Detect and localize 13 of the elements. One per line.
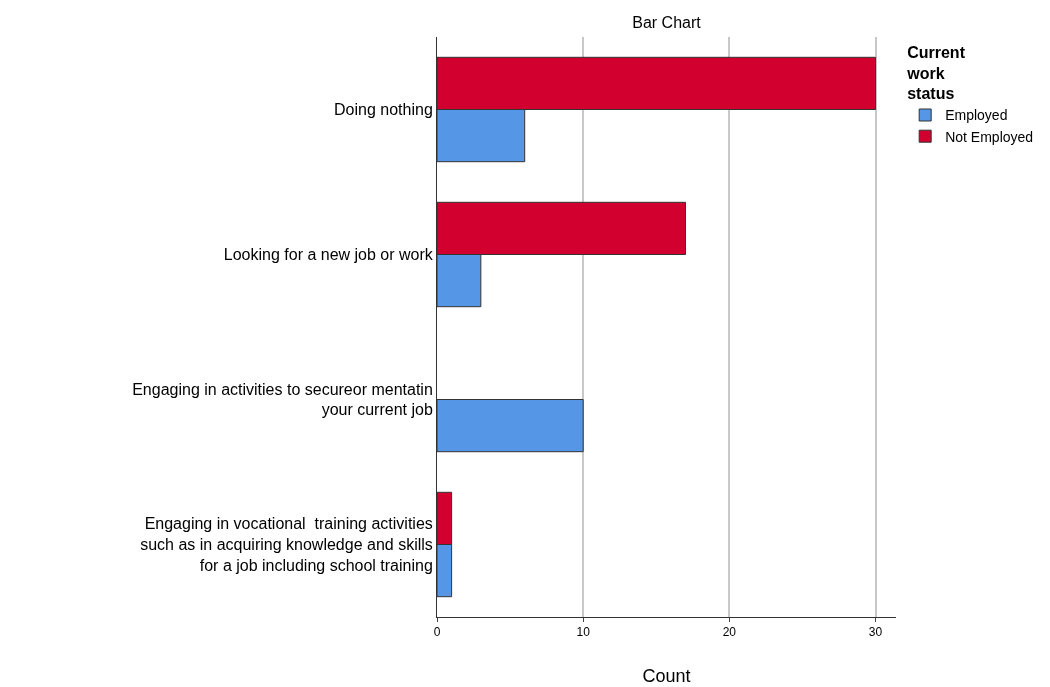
legend-label: Not Employed xyxy=(945,128,1034,145)
y-tick-label: Engaging in activities to secureor mentatin your current job xyxy=(132,380,433,419)
legend-title: Current work status xyxy=(906,43,966,103)
x-tick-label: 20 xyxy=(722,625,737,640)
y-tick-label: Looking for a new job or work xyxy=(223,246,434,264)
chart-title: Bar Chart xyxy=(632,14,702,32)
x-tick-label: 30 xyxy=(868,625,883,640)
x-axis-title: Count xyxy=(642,665,691,686)
y-tick-label: Doing nothing xyxy=(334,101,433,119)
y-tick-label: Engaging in vocational training activities such as in acquiring knowledge and skills for a job including school training xyxy=(140,515,433,574)
x-tick-label: 0 xyxy=(433,625,441,640)
legend-label: Employed xyxy=(945,107,1008,124)
x-tick-label: 10 xyxy=(576,625,591,640)
